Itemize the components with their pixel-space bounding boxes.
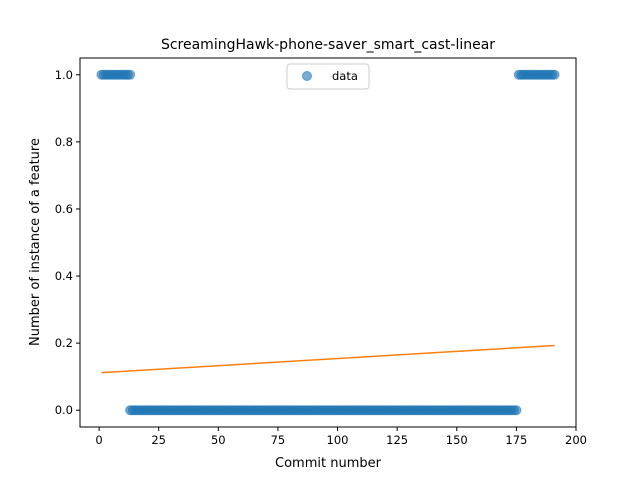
y-tick-label-0: 0.0 — [55, 403, 73, 417]
x-tick-label-6: 150 — [446, 433, 468, 447]
x-tick-label-8: 200 — [565, 433, 587, 447]
x-tick-label-2: 50 — [211, 433, 226, 447]
y-tick-label-3: 0.6 — [55, 202, 73, 216]
fit-line — [101, 344, 555, 374]
x-tick-label-4: 100 — [327, 433, 349, 447]
y-tick-label-4: 0.8 — [55, 135, 73, 149]
x-tick-label-5: 125 — [386, 433, 408, 447]
data-point-175 — [511, 405, 522, 416]
x-ticks: 0 25 50 75 100 125 150 175 200 — [95, 427, 587, 447]
legend-label-data: data — [332, 69, 358, 83]
legend-marker-data — [302, 71, 312, 81]
chart-title: ScreamingHawk-phone-saver_smart_cast-lin… — [161, 37, 495, 53]
axes-frame — [79, 57, 577, 428]
x-tick-label-1: 25 — [151, 433, 166, 447]
plot-content — [96, 69, 560, 416]
x-tick-label-3: 75 — [271, 433, 286, 447]
data-point-12 — [125, 69, 136, 80]
y-tick-label-5: 1.0 — [55, 68, 73, 82]
x-tick-label-0: 0 — [95, 433, 102, 447]
x-axis-label: Commit number — [275, 456, 382, 471]
x-tick-label-7: 175 — [505, 433, 527, 447]
legend-box — [286, 63, 370, 90]
y-ticks: 0.0 0.2 0.4 0.6 0.8 1.0 — [55, 68, 80, 417]
legend: data — [286, 63, 370, 90]
y-tick-label-1: 0.2 — [55, 336, 73, 350]
y-tick-label-2: 0.4 — [55, 269, 73, 283]
y-axis-label: Number of instance of a feature — [28, 138, 43, 346]
data-point-191 — [549, 69, 560, 80]
